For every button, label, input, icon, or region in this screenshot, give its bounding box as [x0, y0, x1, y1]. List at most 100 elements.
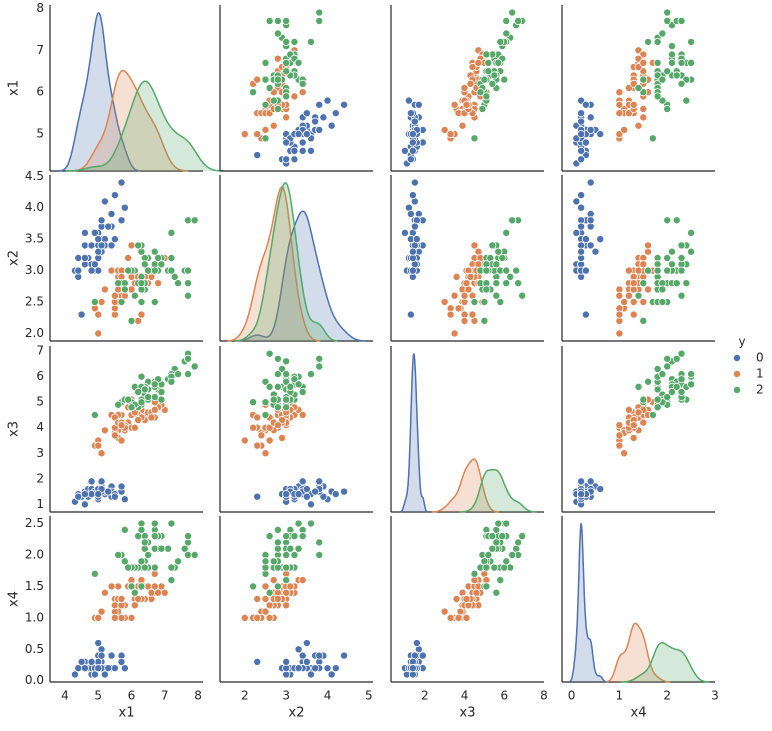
point — [286, 382, 295, 391]
point — [311, 664, 320, 673]
kde-area — [620, 642, 710, 682]
x-tick-label: 3 — [711, 689, 719, 703]
point — [150, 380, 159, 389]
x-tick-label: 4 — [324, 689, 332, 703]
point — [117, 298, 126, 307]
point — [400, 228, 409, 237]
point — [110, 291, 119, 300]
point — [644, 241, 653, 250]
point — [174, 279, 183, 288]
point — [687, 228, 696, 237]
point — [663, 362, 672, 371]
point — [167, 266, 176, 275]
point — [440, 125, 449, 134]
point — [663, 8, 672, 17]
point — [687, 380, 696, 389]
point — [492, 588, 501, 597]
point — [140, 385, 149, 394]
point — [615, 88, 624, 97]
point — [120, 557, 129, 566]
point — [624, 291, 633, 300]
point — [400, 146, 409, 155]
point — [130, 588, 139, 597]
point — [624, 405, 633, 414]
point — [273, 538, 282, 547]
point — [502, 266, 511, 275]
point — [298, 88, 307, 97]
point — [653, 58, 662, 67]
point — [596, 485, 605, 494]
point — [269, 557, 278, 566]
point — [484, 550, 493, 559]
point — [114, 550, 123, 559]
x-axis-label: x4 — [631, 706, 647, 721]
point — [502, 228, 511, 237]
point — [97, 449, 106, 458]
y-tick-label: 2.5 — [25, 295, 44, 309]
point — [302, 485, 311, 494]
point — [265, 16, 274, 25]
point — [117, 216, 126, 225]
point — [412, 639, 421, 648]
point — [144, 550, 153, 559]
point — [107, 266, 116, 275]
point — [90, 569, 99, 578]
point — [282, 403, 291, 412]
point — [80, 664, 89, 673]
point — [290, 375, 299, 384]
point — [286, 544, 295, 553]
y-tick-label: 2 — [36, 471, 44, 485]
point — [634, 266, 643, 275]
point — [294, 380, 303, 389]
point — [170, 272, 179, 281]
point — [658, 29, 667, 38]
point — [240, 436, 249, 445]
y-tick-label: 2.5 — [25, 516, 44, 530]
point — [639, 260, 648, 269]
point — [249, 398, 258, 407]
point — [408, 130, 417, 139]
y-tick-label: 0.0 — [25, 673, 44, 687]
point — [124, 395, 133, 404]
point — [110, 664, 119, 673]
point — [492, 260, 501, 269]
point — [157, 260, 166, 269]
kde-area — [431, 459, 500, 512]
point — [117, 613, 126, 622]
x-axis-label: x2 — [289, 706, 305, 721]
x-tick-label: 2 — [241, 689, 249, 703]
point — [311, 487, 320, 496]
point — [410, 117, 419, 126]
point — [298, 387, 307, 396]
point — [488, 532, 497, 541]
y-tick-label: 5 — [36, 395, 44, 409]
point — [164, 544, 173, 553]
point — [634, 291, 643, 300]
point — [577, 109, 586, 118]
point — [410, 178, 419, 187]
point — [667, 58, 676, 67]
point — [104, 222, 113, 231]
point — [137, 525, 146, 534]
point — [319, 492, 328, 501]
point — [290, 92, 299, 101]
point — [414, 100, 423, 109]
point — [134, 532, 143, 541]
point — [508, 8, 517, 17]
point — [290, 550, 299, 559]
point — [265, 84, 274, 93]
point — [87, 266, 96, 275]
point — [677, 79, 686, 88]
point — [596, 235, 605, 244]
y-tick-label: 2.0 — [25, 547, 44, 561]
point — [282, 16, 291, 25]
point — [167, 377, 176, 386]
point — [677, 241, 686, 250]
point — [496, 298, 505, 307]
point — [298, 532, 307, 541]
point — [100, 670, 109, 679]
point — [677, 58, 686, 67]
point — [466, 272, 475, 281]
point — [615, 109, 624, 118]
kde-line — [569, 522, 608, 683]
